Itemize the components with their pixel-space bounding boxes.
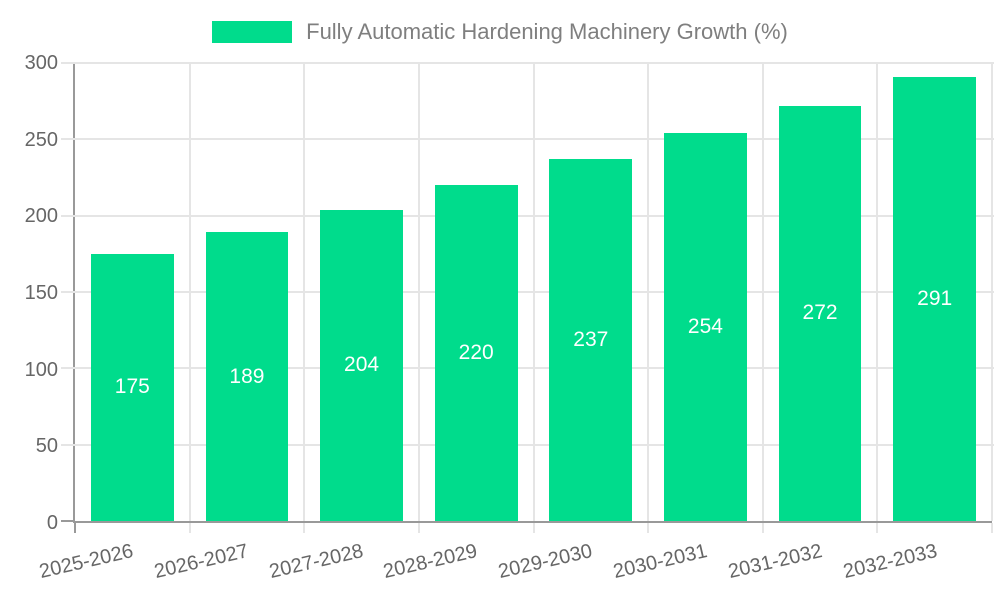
- horizontal-gridline: [75, 291, 994, 293]
- horizontal-gridline: [75, 214, 994, 217]
- vertical-gridline: [188, 63, 191, 521]
- bar-value-label: 272: [802, 301, 838, 325]
- y-axis-tick: [61, 214, 75, 217]
- vertical-gridline: [532, 63, 535, 521]
- y-axis-tick: [61, 520, 75, 522]
- x-axis-tick: [991, 523, 993, 533]
- bar-value-label: 175: [114, 375, 150, 399]
- x-tick-label: 2029-2030: [496, 540, 595, 583]
- vertical-gridline: [876, 63, 879, 521]
- horizontal-gridline: [75, 367, 994, 370]
- bar[interactable]: 175: [90, 253, 174, 521]
- bar[interactable]: 291: [893, 76, 977, 521]
- x-tick-label: 2030-2031: [611, 540, 710, 583]
- x-axis-tick: [761, 523, 764, 533]
- bar[interactable]: 237: [549, 159, 633, 521]
- chart-legend[interactable]: Fully Automatic Hardening Machinery Grow…: [0, 19, 1000, 45]
- y-axis-labels: 0 50 100 150 200 250 300: [0, 53, 58, 533]
- x-axis-tick: [876, 523, 879, 533]
- x-tick-label: 2028-2029: [381, 540, 480, 583]
- y-axis-tick: [61, 291, 75, 293]
- x-axis-tick: [74, 523, 76, 533]
- x-axis-tick: [532, 523, 535, 533]
- bar-value-label: 291: [917, 286, 953, 310]
- x-tick-label: 2026-2027: [151, 540, 251, 583]
- y-tick-label: 100: [24, 358, 58, 381]
- bar-value-label: 220: [458, 341, 494, 365]
- vertical-gridline: [417, 63, 420, 521]
- y-tick-label: 50: [35, 435, 58, 458]
- y-axis-tick: [61, 443, 75, 446]
- x-tick-label: 2027-2028: [266, 540, 365, 583]
- legend-swatch: [212, 21, 293, 43]
- x-axis-tick: [647, 523, 650, 533]
- x-tick-label: 2031-2032: [726, 540, 825, 583]
- plot-area: 175 189 204 220 237 254 272 291: [61, 62, 994, 533]
- vertical-gridline: [303, 63, 306, 521]
- legend-label: Fully Automatic Hardening Machinery Grow…: [306, 19, 788, 44]
- bar-value-label: 189: [229, 364, 265, 388]
- horizontal-gridline: [75, 138, 994, 141]
- x-tick-label: 2032-2033: [841, 540, 940, 583]
- x-axis-tick: [417, 523, 420, 533]
- bar-value-label: 204: [344, 353, 380, 377]
- horizontal-gridline: [75, 443, 994, 446]
- y-tick-label: 200: [24, 205, 58, 228]
- y-axis-tick: [61, 367, 75, 370]
- bar[interactable]: 220: [434, 185, 518, 521]
- x-axis-labels: 2025-2026 2026-2027 2027-2028 2028-2029 2029…: [37, 523, 992, 600]
- y-tick-label: 0: [46, 512, 58, 534]
- bar-value-label: 254: [687, 315, 723, 339]
- horizontal-gridline: [75, 62, 994, 64]
- y-axis-tick: [61, 138, 75, 141]
- bar[interactable]: 204: [320, 209, 403, 521]
- bar[interactable]: 254: [664, 133, 747, 521]
- y-tick-label: 300: [24, 52, 58, 74]
- x-tick-label: 2025-2026: [37, 540, 136, 583]
- vertical-gridline: [647, 63, 650, 521]
- y-tick-label: 250: [24, 128, 58, 151]
- vertical-gridline: [761, 63, 764, 521]
- y-axis-tick: [61, 62, 75, 64]
- x-axis-tick: [188, 523, 191, 533]
- bar[interactable]: 272: [778, 105, 862, 521]
- vertical-gridline: [991, 63, 993, 521]
- x-axis-tick: [303, 523, 306, 533]
- bar-value-label: 237: [573, 328, 609, 352]
- y-tick-label: 150: [24, 282, 58, 304]
- bar[interactable]: 189: [205, 232, 289, 521]
